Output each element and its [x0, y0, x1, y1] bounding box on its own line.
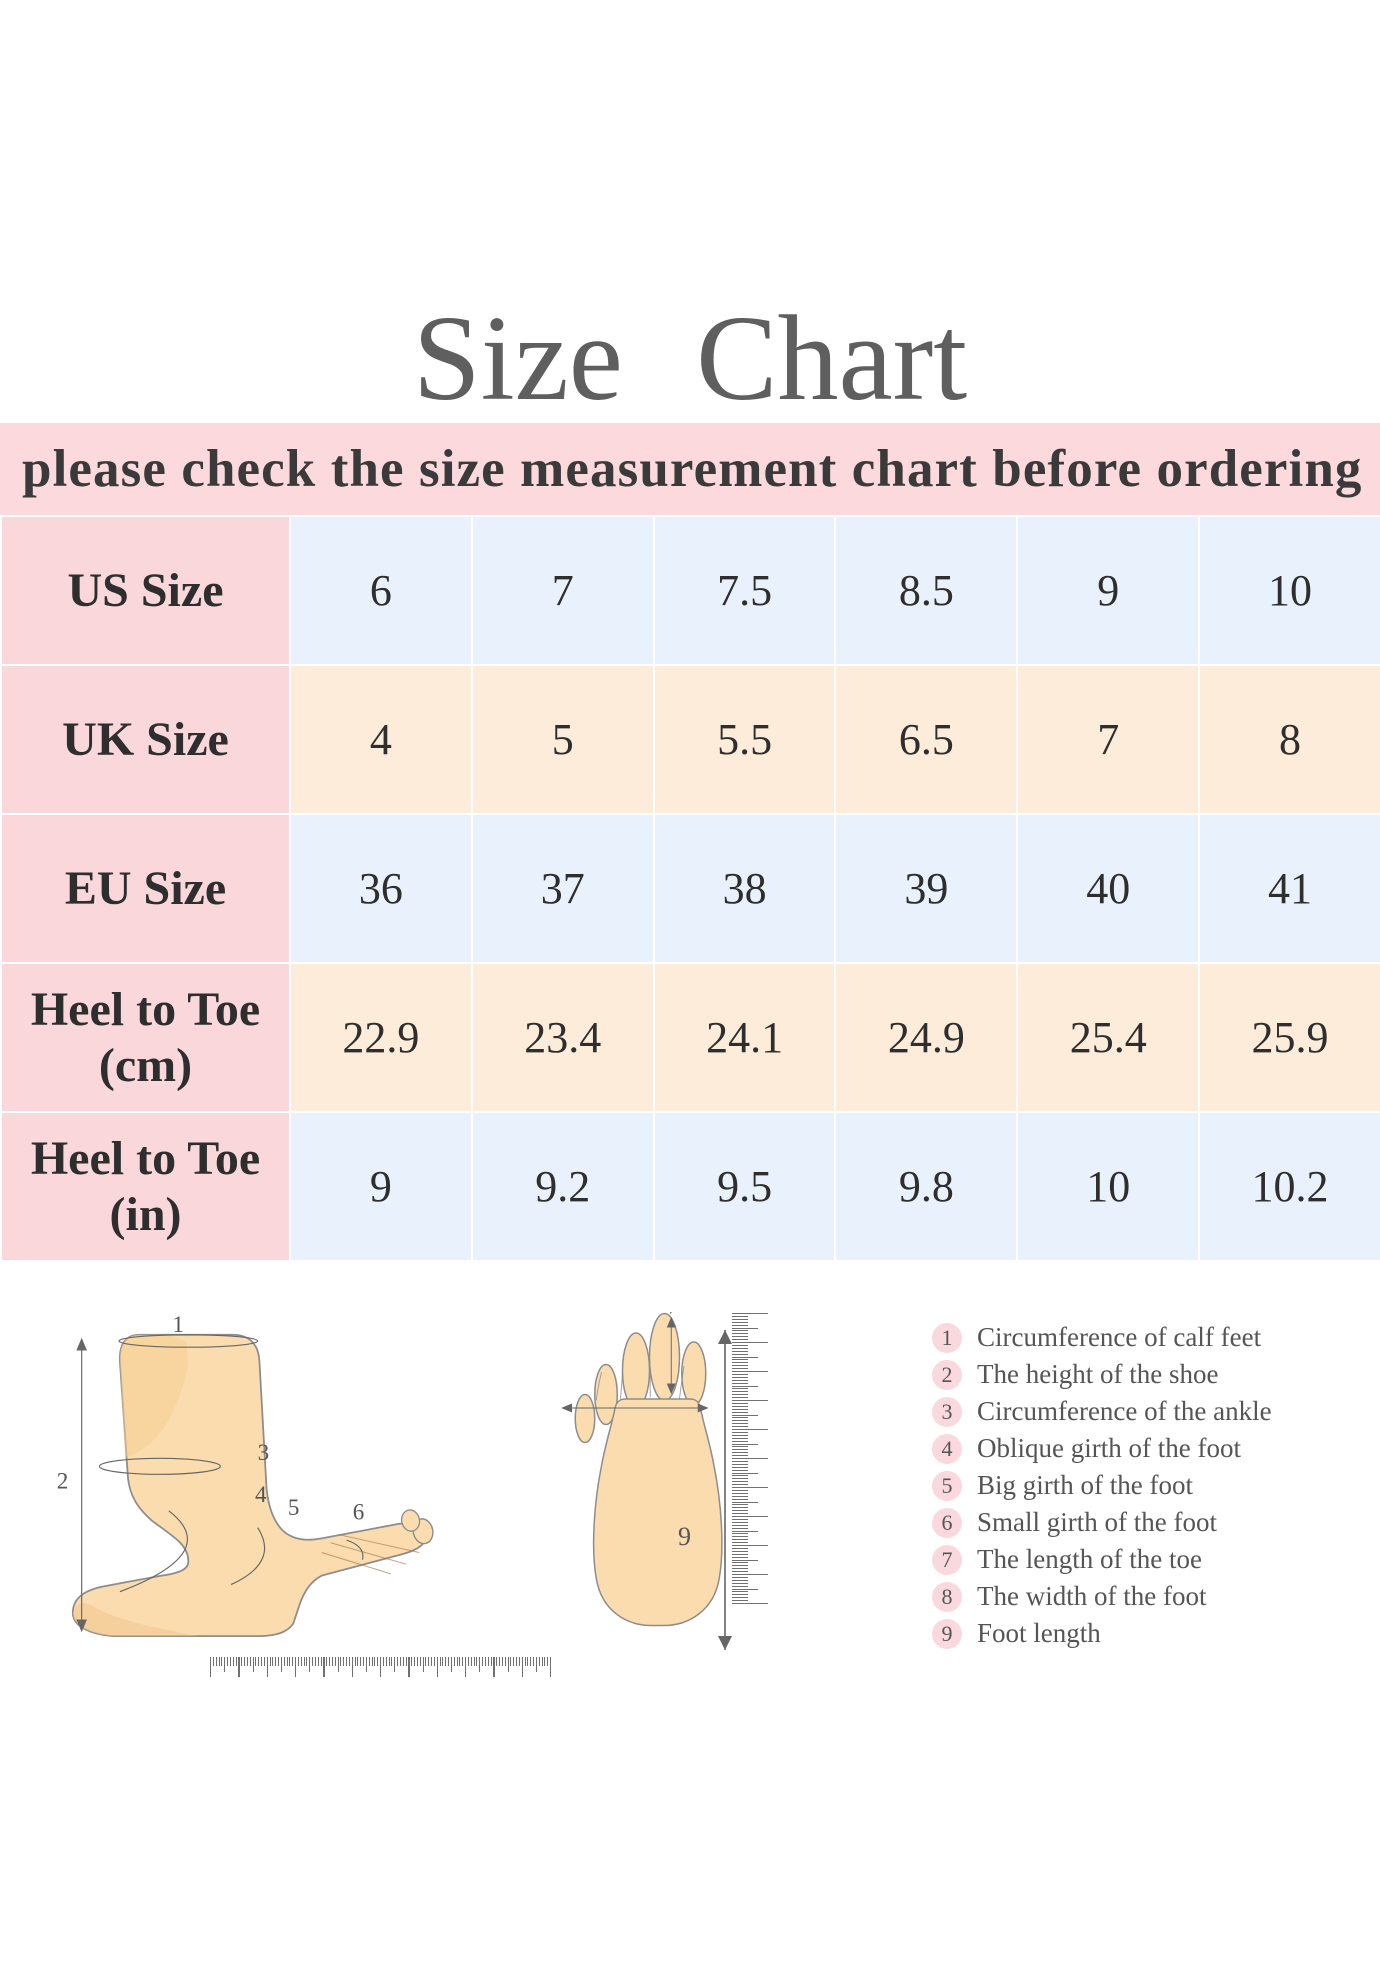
svg-text:4: 4: [255, 1481, 267, 1507]
svg-text:6: 6: [353, 1499, 365, 1525]
svg-text:5: 5: [288, 1494, 300, 1520]
svg-text:7: 7: [668, 1312, 678, 1319]
svg-text:1: 1: [172, 1311, 184, 1337]
svg-text:2: 2: [57, 1468, 69, 1494]
svg-text:3: 3: [258, 1439, 270, 1465]
